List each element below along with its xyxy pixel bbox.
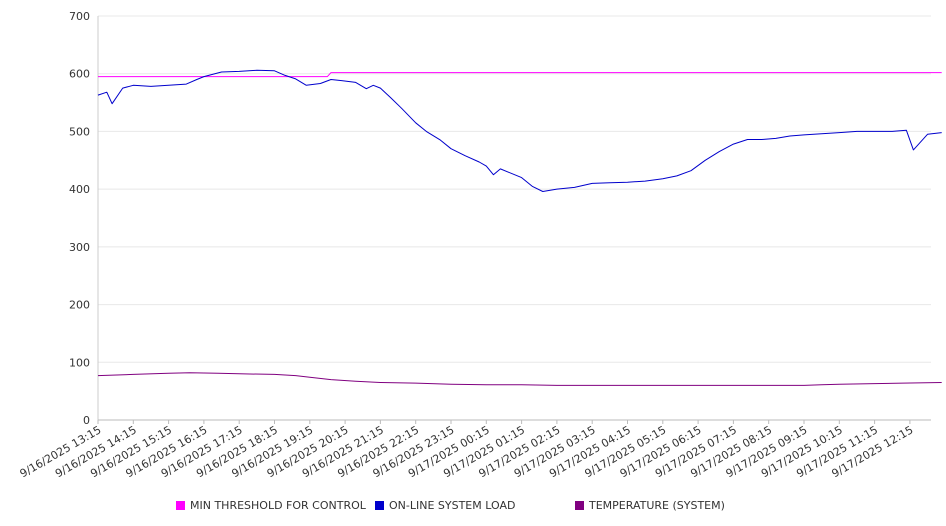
legend-label-temperature: TEMPERATURE (SYSTEM)	[589, 498, 725, 512]
y-tick-label: 400	[69, 183, 90, 196]
legend-item-temperature[interactable]: TEMPERATURE (SYSTEM)	[575, 497, 725, 513]
y-tick-labels: 0 100 200 300 400 500 600 700	[69, 10, 90, 427]
series-line-temperature	[97, 372, 942, 386]
legend-label-min-threshold: MIN THRESHOLD FOR CONTROL	[190, 498, 366, 512]
x-tick-labels: 9/16/2025 13:159/16/2025 14:159/16/2025 …	[18, 423, 916, 480]
y-tick-label: 700	[69, 10, 90, 23]
legend-label-system-load: ON-LINE SYSTEM LOAD	[389, 498, 516, 512]
series-line-min-threshold	[98, 72, 942, 78]
y-tick-label: 100	[69, 356, 90, 369]
y-tick-label: 500	[69, 125, 90, 138]
legend-swatch-system-load	[375, 500, 384, 510]
y-tick-label: 200	[69, 299, 90, 312]
legend-item-system-load[interactable]: ON-LINE SYSTEM LOAD	[375, 497, 515, 513]
series-line-system-load	[97, 69, 942, 192]
legend-swatch-min-threshold	[176, 500, 185, 510]
y-tick-label: 600	[69, 68, 90, 81]
axes	[97, 16, 931, 424]
legend: MIN THRESHOLD FOR CONTROL ON-LINE SYSTEM…	[0, 497, 946, 513]
gridlines	[98, 15, 931, 363]
series-lines	[97, 69, 942, 386]
legend-item-min-threshold[interactable]: MIN THRESHOLD FOR CONTROL	[176, 497, 366, 513]
y-tick-label: 0	[83, 414, 90, 427]
y-tick-label: 300	[69, 241, 90, 254]
legend-swatch-temperature	[575, 500, 584, 510]
